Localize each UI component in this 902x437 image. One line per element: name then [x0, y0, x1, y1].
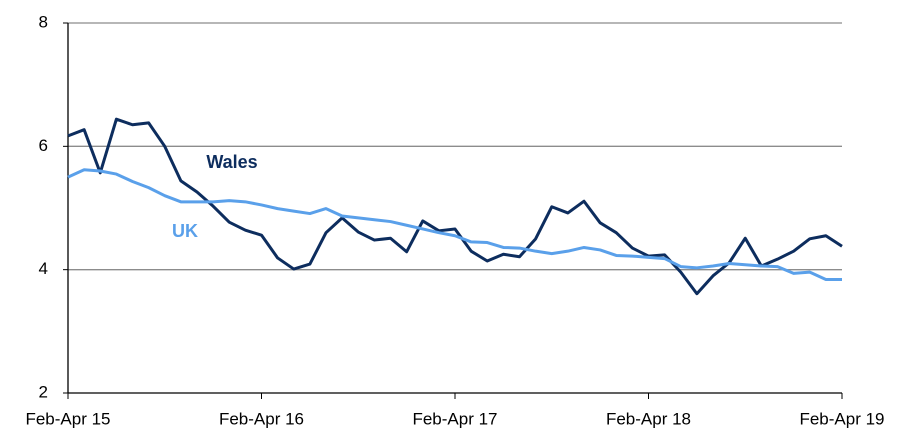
x-tick-label: Feb-Apr 18: [606, 409, 691, 428]
x-tick-label: Feb-Apr 16: [219, 409, 304, 428]
x-tick-label: Feb-Apr 15: [25, 409, 110, 428]
legend-label: Wales: [206, 152, 257, 172]
line-series: [67, 168, 842, 282]
x-tick-label: Feb-Apr 17: [412, 409, 497, 428]
y-tick-label: 6: [39, 136, 48, 155]
y-tick-label: 8: [39, 12, 48, 31]
x-tick-label: Feb-Apr 19: [799, 409, 884, 428]
line-series: [67, 117, 843, 296]
y-tick-label: 4: [39, 259, 48, 278]
y-tick-label: 2: [39, 382, 48, 401]
legend-label: UK: [172, 221, 198, 241]
